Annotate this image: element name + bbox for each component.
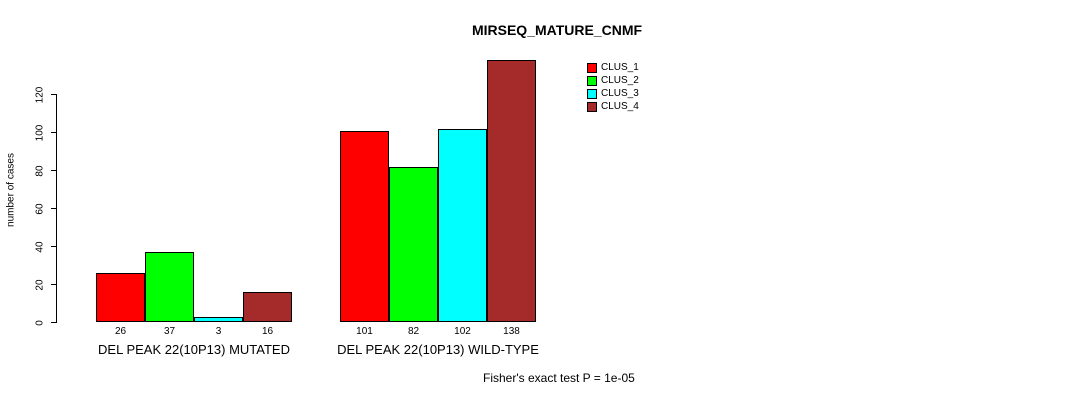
bar-clus_3-group1	[438, 128, 487, 323]
y-axis-tick	[51, 132, 57, 133]
bar-value-label: 102	[454, 326, 471, 337]
bar-clus_2-group1	[389, 166, 438, 323]
y-axis-tick-label: 100	[34, 124, 46, 141]
y-axis-tick	[51, 246, 57, 247]
bar-clus_2-group0	[145, 252, 194, 323]
y-axis-tick-label: 20	[34, 278, 46, 291]
group-label: DEL PEAK 22(10P13) MUTATED	[98, 342, 290, 357]
legend-item: CLUS_1	[587, 61, 639, 74]
legend-swatch-clus_3	[587, 88, 597, 99]
y-axis-tick-label: 0	[34, 319, 46, 326]
bar-value-label: 16	[261, 326, 274, 337]
legend-item: CLUS_2	[587, 74, 639, 87]
bar-value-label: 138	[503, 326, 520, 337]
bar-clus_3-group0	[194, 316, 243, 323]
bar-clus_1-group0	[96, 273, 145, 323]
y-axis-tick	[51, 322, 57, 323]
y-axis-tick-label: 40	[34, 240, 46, 253]
legend-swatch-clus_1	[587, 62, 597, 73]
y-axis-tick-label: 80	[34, 164, 46, 177]
bar-clus_4-group1	[487, 60, 536, 323]
legend-swatch-clus_4	[587, 101, 597, 112]
bar-clus_4-group0	[243, 292, 292, 323]
legend-item: CLUS_3	[587, 87, 639, 100]
y-axis-tick	[51, 284, 57, 285]
y-axis-tick-label: 60	[34, 202, 46, 215]
legend-item: CLUS_4	[587, 100, 639, 113]
bar-value-label: 101	[356, 326, 373, 337]
y-axis-label: number of cases	[5, 153, 17, 227]
legend: CLUS_1 CLUS_2 CLUS_3 CLUS_4	[587, 61, 639, 113]
y-axis-tick	[51, 94, 57, 95]
fisher-test-annotation: Fisher's exact test P = 1e-05	[483, 371, 635, 385]
y-axis-tick-label: 120	[34, 86, 46, 103]
legend-swatch-clus_2	[587, 75, 597, 86]
bar-value-label: 82	[407, 326, 420, 337]
y-axis-tick	[51, 208, 57, 209]
chart-title: MIRSEQ_MATURE_CNMF	[471, 22, 643, 38]
legend-label: CLUS_4	[601, 101, 639, 112]
legend-label: CLUS_3	[601, 88, 639, 99]
legend-label: CLUS_1	[601, 62, 639, 73]
bar-value-label: 3	[215, 326, 222, 337]
bar-value-label: 26	[114, 326, 127, 337]
group-label: DEL PEAK 22(10P13) WILD-TYPE	[337, 342, 539, 357]
legend-label: CLUS_2	[601, 75, 639, 86]
bar-clus_1-group1	[340, 130, 389, 323]
y-axis-tick	[51, 170, 57, 171]
bar-value-label: 37	[163, 326, 176, 337]
